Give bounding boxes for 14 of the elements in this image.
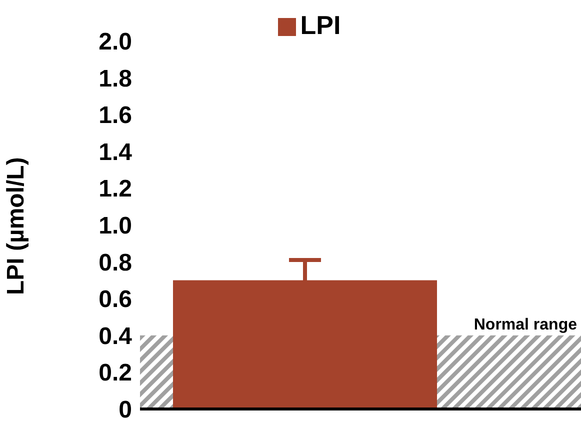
- y-tick-label: 1.6: [98, 102, 132, 130]
- y-tick-label: 1.2: [98, 176, 132, 203]
- y-tick-label: 1.0: [98, 212, 132, 240]
- y-tick-label: 0.8: [98, 249, 132, 276]
- y-axis-title: LPI (µmol/L): [2, 157, 30, 295]
- y-tick-label: 2.0: [98, 28, 132, 56]
- y-tick-label: 0.6: [98, 286, 132, 314]
- y-tick-label: 1.8: [98, 65, 132, 92]
- y-tick-label: 0.2: [98, 360, 132, 387]
- legend-label: LPI: [300, 10, 341, 40]
- y-tick-label: 1.4: [98, 138, 133, 166]
- y-tick-label: 0.4: [98, 322, 133, 350]
- y-tick-label: 0: [118, 396, 132, 423]
- band-label: Normal range: [474, 316, 578, 334]
